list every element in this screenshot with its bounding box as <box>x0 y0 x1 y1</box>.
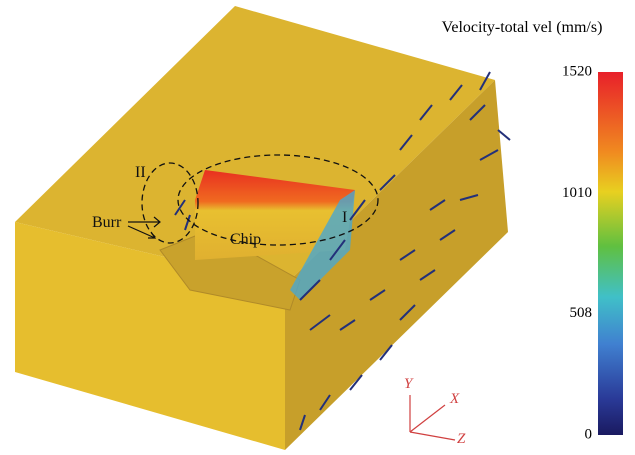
colorbar-tick-label: 0 <box>585 426 593 442</box>
figure: II I Burr Chip Y X Z Velocity-total vel … <box>0 0 635 455</box>
axis-z-label: Z <box>457 431 466 447</box>
colorbar <box>598 72 623 435</box>
label-burr: Burr <box>92 214 122 231</box>
label-ii: II <box>135 164 146 181</box>
axis-x-label: X <box>449 391 460 407</box>
colorbar-ticks: 1520 1010 508 0 <box>562 63 592 442</box>
label-i: I <box>342 209 347 226</box>
colorbar-tick-label: 1010 <box>562 185 592 201</box>
colorbar-title: Velocity-total vel (mm/s) <box>442 19 603 36</box>
axis-triad <box>410 395 455 440</box>
axis-y-label: Y <box>404 376 414 392</box>
label-chip: Chip <box>230 231 261 248</box>
colorbar-tick-label: 1520 <box>562 63 592 79</box>
simulation-block <box>15 6 508 450</box>
colorbar-tick-label: 508 <box>570 305 593 321</box>
